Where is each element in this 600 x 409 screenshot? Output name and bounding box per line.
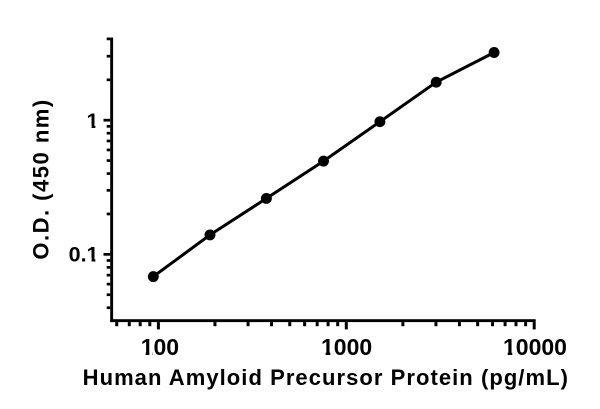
svg-text:1: 1 <box>87 109 99 133</box>
svg-text:10000: 10000 <box>503 334 567 360</box>
svg-text:0.1: 0.1 <box>69 243 99 267</box>
svg-text:1000: 1000 <box>321 334 372 360</box>
svg-text:100: 100 <box>141 334 179 360</box>
svg-text:O.D. (450 nm): O.D. (450 nm) <box>29 98 54 259</box>
svg-text:Human Amyloid Precursor Protei: Human Amyloid Precursor Protein (pg/mL) <box>83 365 569 390</box>
